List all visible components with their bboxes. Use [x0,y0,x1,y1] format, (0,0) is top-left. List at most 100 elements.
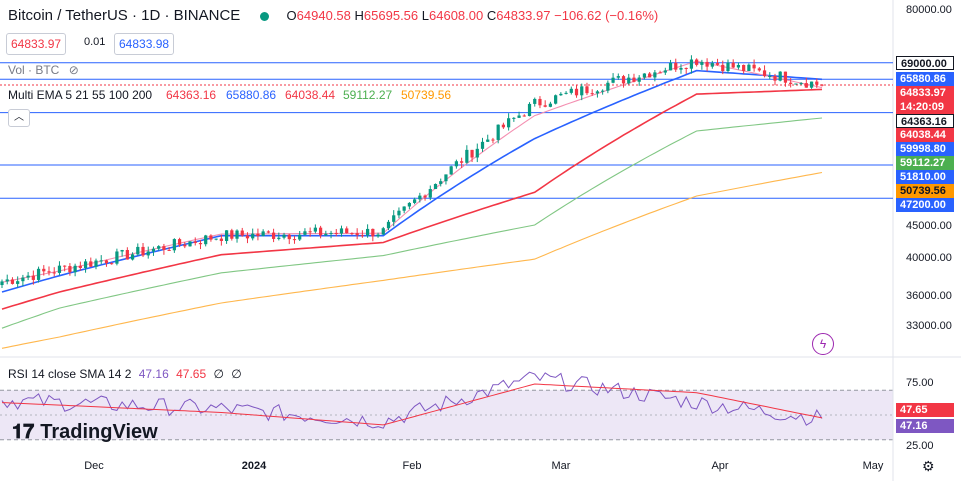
candle [486,134,490,142]
candle [115,248,119,266]
candle [538,96,542,109]
candle [355,228,359,240]
candle [773,73,777,86]
candle-body [501,124,506,128]
candle [752,59,756,72]
rsi-legend[interactable]: RSI 14 close SMA 14 2 47.16 47.65 ∅ ∅ [8,367,242,381]
brand-name: TradingView [40,421,158,443]
candle-body [689,59,694,69]
candle [674,58,678,72]
candle-body [277,237,281,239]
candle [10,277,15,285]
buy-price-button[interactable]: 64833.98 [114,33,175,55]
symbol-header[interactable]: Bitcoin / TetherUS · 1D · BINANCE O64940… [8,7,658,24]
candle [527,102,532,117]
candle-body [5,279,9,282]
candle-body [240,230,244,236]
candle [559,92,563,96]
candle [580,83,584,101]
candle-body [130,254,135,260]
candle [815,78,819,88]
candle-body [42,268,46,272]
candle-body [815,81,819,85]
candle [36,266,41,283]
candle-body [392,215,396,222]
spread-value: 0.01 [84,36,106,48]
candle-body [355,233,359,236]
candle [240,227,244,237]
candle-body [444,174,448,182]
candle-body [731,62,735,68]
candle-body [679,67,683,70]
candle [721,60,725,75]
price-tick-36000: 36000.00 [906,290,952,302]
candle [465,145,469,164]
candle [637,75,641,86]
candle [454,159,459,169]
candle [611,73,615,84]
candle [360,230,364,238]
candle [757,67,761,72]
candle-body [480,141,485,149]
ohlc-high-key: H [354,8,364,23]
collapse-legend-button[interactable]: ︿ [8,109,30,127]
candle-body [491,139,495,141]
candle [78,261,82,271]
candle-body [794,83,798,85]
candle-body [110,263,114,265]
candle [642,73,647,80]
candle-body [726,62,730,72]
candle-body [266,231,270,233]
candle [449,165,453,175]
candle-body [31,275,35,280]
candle [167,246,171,251]
lightning-icon[interactable]: ϟ [812,333,834,355]
rsi-sma-value: 47.65 [176,367,207,381]
price-tag-7: 59112.27 [896,156,954,171]
candle [214,238,218,241]
eye-hidden-icon[interactable]: ⊘ [68,63,79,77]
candle-body [611,77,615,83]
candle-body [486,139,490,142]
candle [42,265,46,276]
candle-body [559,93,563,96]
candle [616,73,620,80]
volume-label: Vol · BTC [8,63,60,77]
candle-body [10,279,15,284]
volume-indicator-label[interactable]: Vol · BTC ⊘ [8,63,79,77]
candle-body [465,149,469,163]
candle-body [365,228,370,236]
candle [251,228,255,241]
settings-gear-icon[interactable]: ⚙ [922,458,935,474]
candle-body [778,71,782,81]
candle-body [261,231,265,237]
candle-body [747,64,751,72]
sell-price-button[interactable]: 64833.97 [6,33,67,55]
candle-body [209,235,213,240]
candle-body [757,68,761,71]
candle-body [115,251,119,264]
candle-body [219,238,223,242]
candle-body [554,95,558,104]
candle-body [621,76,626,84]
candle-body [574,88,579,96]
candle-body [224,230,229,242]
candle-body [376,234,380,237]
candle-body [736,64,741,68]
candle [804,77,808,88]
candle [794,83,798,85]
candle [57,261,62,276]
candle-body [658,72,662,74]
ema55-line [1,88,823,310]
candle [710,60,714,69]
candle-body [768,76,772,78]
rsi-tick-75: 75.00 [906,377,934,389]
candle-body [569,88,573,93]
candle-body [386,221,391,229]
candle-body [809,81,814,88]
candle-body [303,231,307,235]
candle-body [26,275,30,278]
candle-body [413,199,417,203]
ema-indicator-name[interactable]: Multi EMA 5 21 55 100 200 [8,88,153,102]
